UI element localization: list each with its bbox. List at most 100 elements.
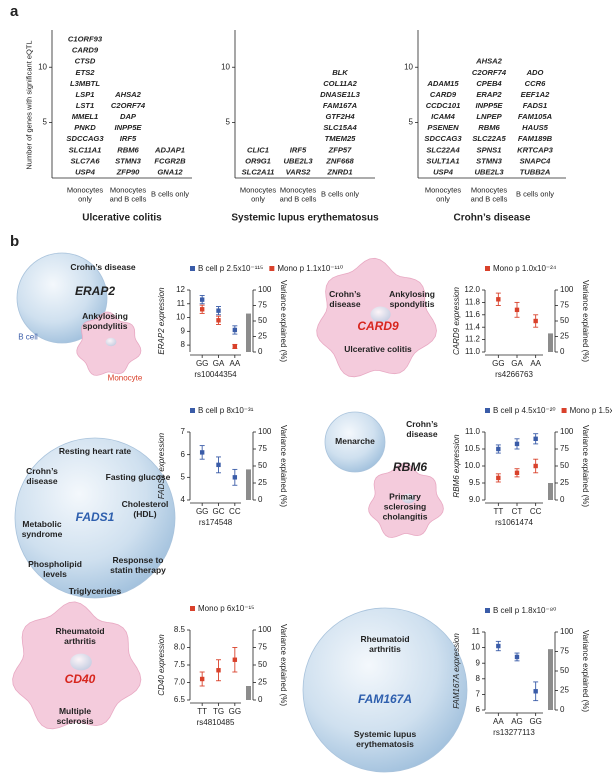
gene-label: PSENEN bbox=[427, 123, 459, 132]
y2-tick-label: 75 bbox=[258, 643, 267, 652]
trait-label: Fasting glucose bbox=[105, 472, 171, 483]
y-tick-label: 10 bbox=[221, 62, 230, 71]
disease-title: Crohn’s disease bbox=[453, 212, 531, 224]
y2-tick-label: 25 bbox=[560, 478, 569, 487]
y-tick-label: 11 bbox=[472, 627, 481, 636]
trait-label: Rheumatoid arthritis bbox=[360, 634, 410, 654]
legend-label: B cell p 8x10⁻³¹ bbox=[198, 406, 254, 415]
y2-tick-label: 50 bbox=[560, 666, 569, 675]
data-point bbox=[533, 463, 538, 469]
group-label: B cells only bbox=[151, 189, 189, 199]
group-label: Monocytes and B cells bbox=[470, 185, 508, 203]
disease-title: Ulcerative colitis bbox=[82, 212, 162, 224]
y2-tick-label: 75 bbox=[560, 647, 569, 656]
gene-name: FADS1 bbox=[75, 510, 115, 525]
y-tick-label: 10.5 bbox=[464, 444, 480, 453]
y2-tick-label: 100 bbox=[258, 625, 272, 634]
y2-axis-title: Variance explained (%) bbox=[581, 630, 590, 712]
gene-label: SLC22A5 bbox=[472, 134, 506, 143]
data-point bbox=[199, 450, 205, 455]
legend-swatch bbox=[485, 408, 490, 413]
trait-label: Response to statin therapy bbox=[110, 555, 166, 575]
y2-axis-title: Variance explained (%) bbox=[279, 280, 288, 362]
gene-label: INPP5E bbox=[475, 101, 503, 110]
gene-label: SLC22A4 bbox=[426, 145, 460, 154]
gene-label: GTF2H4 bbox=[325, 112, 355, 121]
y-tick-label: 5 bbox=[43, 118, 48, 127]
x-tick-label: GA bbox=[213, 359, 225, 368]
gene-label: L3MBTL bbox=[70, 79, 100, 88]
gene-label: ADO bbox=[526, 68, 544, 77]
gene-label: BLK bbox=[332, 68, 348, 77]
gene-label: COL11A2 bbox=[323, 79, 357, 88]
gene-label: CPEB4 bbox=[476, 79, 502, 88]
x-axis-title: rs1061474 bbox=[495, 518, 533, 527]
legend-label: B cell p 4.5x10⁻²⁰ bbox=[493, 406, 556, 415]
disease-title: Systemic lupus erythematosus bbox=[231, 212, 379, 224]
y-axis-title: CD40 expression bbox=[157, 634, 166, 696]
y2-axis-title: Variance explained (%) bbox=[581, 425, 590, 507]
y2-tick-label: 75 bbox=[560, 444, 569, 453]
panel-label: b bbox=[10, 233, 19, 250]
gene-label: PNKD bbox=[74, 123, 96, 132]
gene-label: ERAP2 bbox=[476, 90, 502, 99]
y-tick-label: 4 bbox=[181, 495, 186, 504]
gene-label: ZFP57 bbox=[328, 145, 353, 154]
legend-label: Mono p 1.0x10⁻²⁴ bbox=[493, 264, 557, 273]
data-point bbox=[533, 318, 538, 324]
data-point bbox=[199, 307, 205, 312]
y-tick-label: 11.0 bbox=[465, 347, 481, 356]
trait-label: Crohn’s disease bbox=[70, 262, 136, 273]
data-point bbox=[496, 446, 501, 452]
y2-tick-label: 100 bbox=[560, 427, 574, 436]
x-tick-label: AA bbox=[530, 359, 541, 368]
gene-label: USP4 bbox=[75, 167, 96, 176]
y2-tick-label: 0 bbox=[560, 347, 565, 356]
gene-label: HAUS5 bbox=[522, 123, 549, 132]
gene-label: CARD9 bbox=[430, 90, 457, 99]
group-label: Monocytes only bbox=[66, 185, 104, 203]
x-tick-label: CT bbox=[512, 507, 523, 516]
gene-label: TMEM25 bbox=[325, 134, 357, 143]
y-axis-title: CARD9 expression bbox=[452, 286, 461, 355]
gene-label: RBM6 bbox=[117, 145, 139, 154]
data-point bbox=[232, 327, 238, 333]
trait-label: Crohn’s disease bbox=[26, 466, 58, 486]
x-tick-label: AA bbox=[493, 717, 504, 726]
y-tick-label: 6 bbox=[476, 705, 481, 714]
data-point bbox=[199, 297, 205, 302]
legend-label: B cell p 1.8x10⁻⁸⁰ bbox=[493, 606, 556, 615]
y2-tick-label: 25 bbox=[258, 332, 267, 341]
x-tick-label: AG bbox=[511, 717, 523, 726]
y-tick-label: 9 bbox=[476, 658, 481, 667]
gene-label: CCR6 bbox=[525, 79, 546, 88]
y2-tick-label: 50 bbox=[560, 316, 569, 325]
y-tick-label: 7 bbox=[476, 690, 481, 699]
y2-tick-label: 100 bbox=[258, 285, 272, 294]
gene-name: FAM167A bbox=[357, 692, 413, 707]
data-point bbox=[216, 318, 221, 323]
data-point bbox=[199, 676, 205, 682]
trait-label: Resting heart rate bbox=[58, 446, 132, 457]
variance-bar bbox=[246, 469, 251, 500]
trait-label: Rheumatoid arthritis bbox=[55, 626, 105, 646]
y2-tick-label: 25 bbox=[258, 478, 267, 487]
legend-label: Mono p 1.1x10⁻¹¹⁰ bbox=[277, 264, 343, 273]
nucleus bbox=[402, 493, 415, 504]
x-tick-label: GG bbox=[229, 707, 241, 716]
data-point bbox=[496, 475, 501, 481]
gene-label: FAM105A bbox=[518, 112, 552, 121]
y-tick-label: 10.0 bbox=[464, 461, 480, 470]
y-tick-label: 7 bbox=[181, 427, 186, 436]
gene-label: SLC11A1 bbox=[69, 145, 102, 154]
gene-label: AHSA2 bbox=[114, 90, 142, 99]
gene-label: UBE2L3 bbox=[283, 156, 313, 165]
variance-bar bbox=[548, 333, 553, 352]
gene-label: LSP1 bbox=[76, 90, 95, 99]
y2-tick-label: 100 bbox=[258, 427, 272, 436]
y2-tick-label: 50 bbox=[258, 660, 267, 669]
gene-label: RBM6 bbox=[478, 123, 500, 132]
x-tick-label: CC bbox=[229, 507, 241, 516]
